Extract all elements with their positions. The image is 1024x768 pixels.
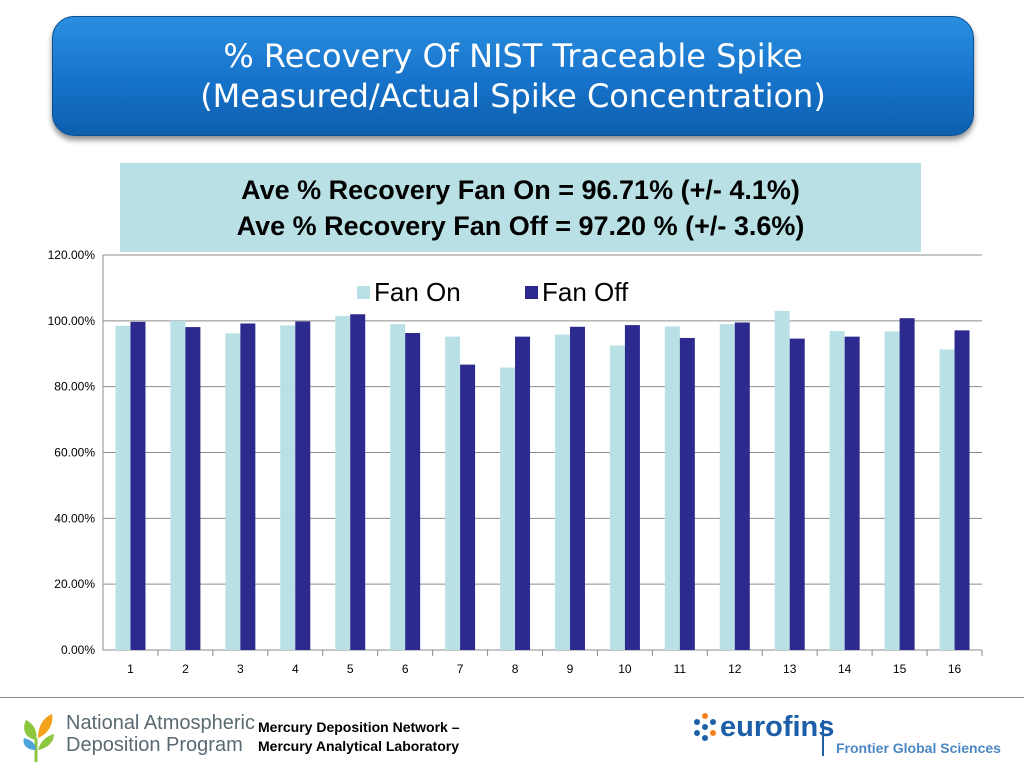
bar-fan-on <box>445 336 461 650</box>
x-tick-label: 9 <box>567 662 574 676</box>
legend-label: Fan On <box>374 277 461 307</box>
bar-fan-on <box>609 345 625 650</box>
bar-fan-off <box>350 314 366 650</box>
x-tick-label: 15 <box>893 662 907 676</box>
bar-fan-on <box>664 326 680 650</box>
bar-fan-off <box>789 338 805 650</box>
x-tick-label: 8 <box>512 662 519 676</box>
eurofins-dots-icon <box>694 713 716 741</box>
bar-fan-on <box>280 325 296 650</box>
legend-swatch <box>357 286 370 299</box>
x-tick-label: 3 <box>237 662 244 676</box>
x-tick-label: 6 <box>402 662 409 676</box>
x-tick-label: 12 <box>728 662 742 676</box>
title-line-1: % Recovery Of NIST Traceable Spike <box>223 37 803 75</box>
x-tick-label: 16 <box>948 662 962 676</box>
bar-fan-on <box>774 310 790 650</box>
x-tick-label: 11 <box>674 662 687 676</box>
y-tick-label: 0.00% <box>61 643 95 657</box>
bar-fan-off <box>515 336 531 650</box>
recovery-bar-chart: 0.00% 20.00% 40.00% 60.00% 80.00% 100.00% 120.… <box>48 248 983 676</box>
bar-fan-off <box>130 321 146 650</box>
bar-fan-on <box>390 324 406 650</box>
bar-fan-off <box>185 327 201 650</box>
bar-fan-on <box>829 331 845 650</box>
frontier-logo-text: Frontier Global Sciences <box>836 740 1001 756</box>
bar-fan-off <box>460 364 476 650</box>
x-tick-label: 4 <box>292 662 299 676</box>
nadp-leaf-icon <box>23 714 54 762</box>
bar-fan-on <box>719 324 735 650</box>
logo-separator <box>822 720 824 756</box>
y-tick-label: 20.00% <box>54 577 95 591</box>
mdn-line-2: Mercury Analytical Laboratory <box>258 738 459 754</box>
legend-swatch <box>525 286 538 299</box>
bar-fan-on <box>115 325 131 650</box>
y-tick-label: 40.00% <box>54 511 95 525</box>
title-line-2: (Measured/Actual Spike Concentration) <box>200 77 826 115</box>
bar-fan-off <box>954 330 970 650</box>
bar-fan-off <box>679 337 695 650</box>
summary-box: Ave % Recovery Fan On = 96.71% (+/- 4.1%… <box>120 163 921 252</box>
x-tick-label: 7 <box>457 662 464 676</box>
bar-fan-on <box>884 331 900 650</box>
x-tick-label: 1 <box>127 662 134 676</box>
x-tick-label: 13 <box>783 662 797 676</box>
eurofins-logo-text: eurofins <box>720 711 835 743</box>
bar-fan-off <box>240 323 256 650</box>
y-tick-label: 80.00% <box>54 380 95 394</box>
bar-fan-off <box>624 325 640 650</box>
title-banner: % Recovery Of NIST Traceable Spike (Meas… <box>52 16 974 136</box>
nadp-line-1: National Atmospheric <box>66 712 255 734</box>
bar-fan-on <box>335 315 351 650</box>
bar-fan-on <box>500 367 516 650</box>
y-tick-label: 120.00% <box>48 248 96 262</box>
x-tick-label: 5 <box>347 662 354 676</box>
nadp-line-2: Deposition Program <box>66 734 243 756</box>
mdn-label: Mercury Deposition Network – Mercury Ana… <box>258 718 460 756</box>
bar-fan-on <box>225 333 241 650</box>
bar-fan-off <box>405 333 421 650</box>
mdn-line-1: Mercury Deposition Network – <box>258 719 460 735</box>
bar-fan-off <box>295 321 311 650</box>
summary-line-2: Ave % Recovery Fan Off = 97.20 % (+/- 3.… <box>236 210 805 241</box>
summary-line-1: Ave % Recovery Fan On = 96.71% (+/- 4.1%… <box>241 174 800 205</box>
bar-fan-off <box>844 336 860 650</box>
bar-fan-off <box>569 326 585 650</box>
nadp-name: National Atmospheric Deposition Program <box>66 712 255 756</box>
y-tick-label: 60.00% <box>54 446 95 460</box>
bar-fan-off <box>899 318 915 650</box>
bar-fan-on <box>939 349 955 650</box>
bar-fan-on <box>170 320 186 650</box>
y-tick-label: 100.00% <box>48 314 96 328</box>
x-tick-label: 10 <box>618 662 632 676</box>
x-tick-label: 14 <box>838 662 852 676</box>
x-tick-label: 2 <box>182 662 189 676</box>
bar-fan-off <box>734 322 750 650</box>
bar-fan-on <box>554 334 570 650</box>
footer-divider <box>0 697 1024 698</box>
legend-label: Fan Off <box>542 277 629 307</box>
